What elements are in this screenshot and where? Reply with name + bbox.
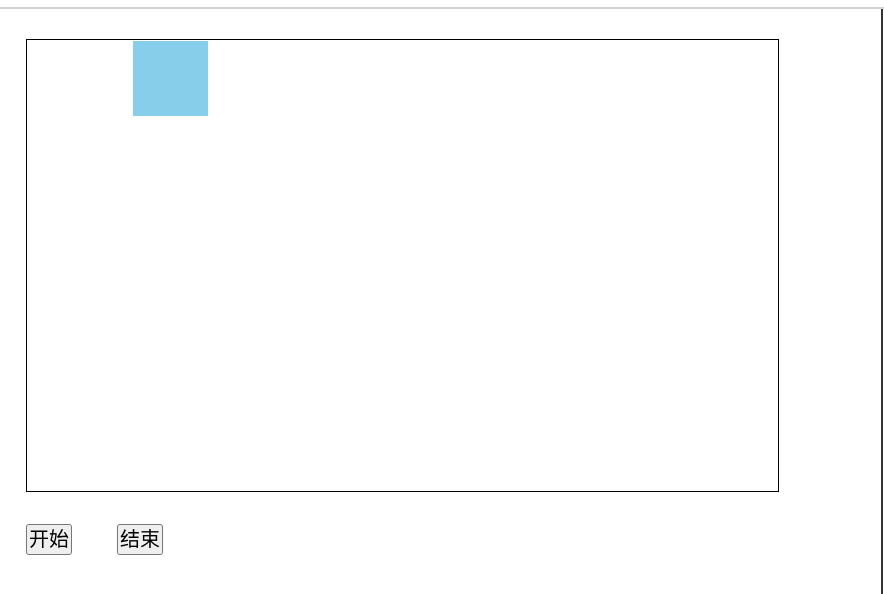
stop-button[interactable]: 结束 xyxy=(117,524,163,555)
animation-stage xyxy=(26,39,779,492)
start-button[interactable]: 开始 xyxy=(26,524,72,555)
moving-box xyxy=(133,41,208,116)
top-divider xyxy=(0,7,884,9)
window-edge xyxy=(881,9,883,594)
